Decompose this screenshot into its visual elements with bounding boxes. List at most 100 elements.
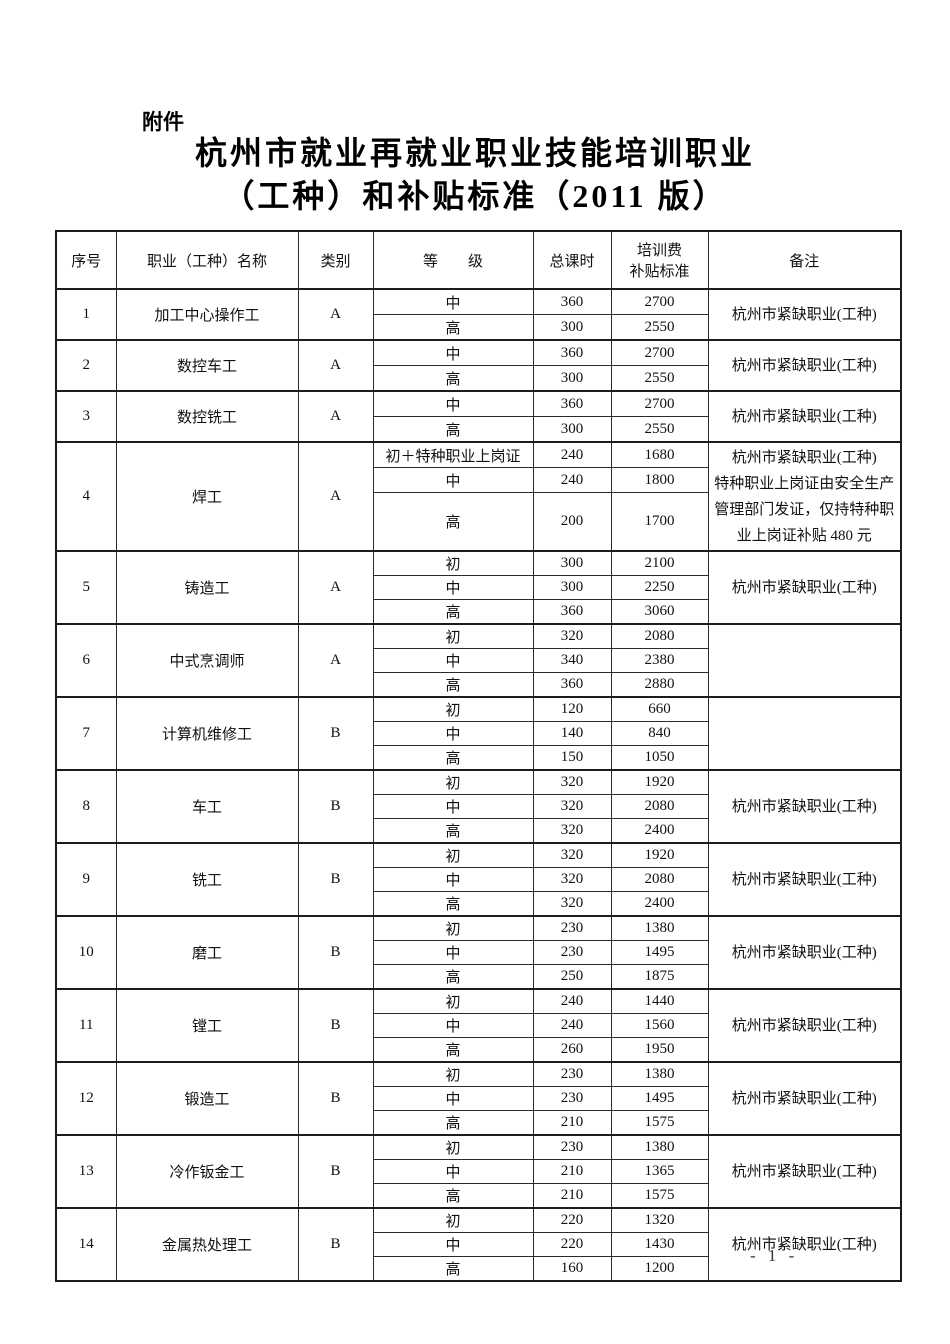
occupation-name: 铣工 (115, 842, 299, 917)
table-row: 7 计算机维修工 B 初 120 660 (55, 696, 902, 771)
category: B (297, 696, 374, 771)
level-name: 高 (372, 314, 534, 341)
total-hours: 220 (532, 1232, 612, 1257)
remark: 杭州市紧缺职业(工种) (707, 390, 902, 443)
table-row: 高 150 1050 (56, 745, 901, 771)
row-index: 3 (55, 390, 117, 443)
level-name: 初 (372, 769, 534, 795)
level-name: 高 (372, 964, 534, 990)
table-row: 1 加工中心操作工 A 中 360 2700 杭州市紧缺职业(工种) (55, 288, 902, 341)
level-name: 初 (372, 988, 534, 1014)
category: B (297, 915, 374, 990)
table-row: 高 250 1875 (56, 964, 901, 990)
subsidy-amount: 1320 (610, 1207, 709, 1233)
subsidy-amount: 2550 (610, 416, 709, 443)
subsidy-amount: 1875 (610, 964, 709, 990)
total-hours: 300 (532, 314, 612, 341)
occupation-name: 计算机维修工 (115, 696, 299, 771)
category: B (297, 1061, 374, 1136)
subsidy-amount: 2080 (610, 867, 709, 892)
occupation-name: 磨工 (115, 915, 299, 990)
remark: 杭州市紧缺职业(工种) (707, 550, 902, 625)
occupation-name: 镗工 (115, 988, 299, 1063)
subsidy-amount: 1050 (610, 745, 709, 771)
col-header-remark: 备注 (707, 230, 902, 290)
remark: 杭州市紧缺职业(工种) (707, 769, 902, 844)
row-index: 12 (55, 1061, 117, 1136)
category: A (297, 390, 374, 443)
subsidy-amount: 2100 (610, 550, 709, 576)
level-name: 中 (372, 1086, 534, 1111)
category: B (297, 988, 374, 1063)
remark: 杭州市紧缺职业(工种) (707, 339, 902, 392)
total-hours: 140 (532, 721, 612, 746)
subsidy-amount: 1575 (610, 1183, 709, 1209)
table-row: 中 300 2250 (56, 575, 901, 600)
subsidy-amount: 1920 (610, 842, 709, 868)
total-hours: 300 (532, 365, 612, 392)
subsidy-amount: 1575 (610, 1110, 709, 1136)
subsidy-amount: 1440 (610, 988, 709, 1014)
page-title-line2: （工种）和补贴标准（2011 版） (222, 178, 728, 214)
table-row: 中 140 840 (56, 721, 901, 746)
level-name: 中 (372, 867, 534, 892)
table-row: 高 300 2550 (56, 365, 901, 392)
col-header-index: 序号 (55, 230, 117, 290)
level-name: 中 (372, 1159, 534, 1184)
level-name: 初＋特种职业上岗证 (372, 441, 534, 468)
level-name: 高 (372, 672, 534, 698)
category: B (297, 1134, 374, 1209)
occupation-name: 金属热处理工 (115, 1207, 299, 1282)
table-row: 9 铣工 B 初 320 1920 杭州市紧缺职业(工种) (55, 842, 902, 917)
occupation-name: 中式烹调师 (115, 623, 299, 698)
subsidy-amount: 1380 (610, 1061, 709, 1087)
table-row: 11 镗工 B 初 240 1440 杭州市紧缺职业(工种) (55, 988, 902, 1063)
col-header-name: 职业（工种）名称 (115, 230, 299, 290)
total-hours: 250 (532, 964, 612, 990)
subsidy-amount: 1920 (610, 769, 709, 795)
subsidy-amount: 1680 (610, 441, 709, 468)
row-index: 11 (55, 988, 117, 1063)
level-name: 中 (372, 648, 534, 673)
level-name: 高 (372, 745, 534, 771)
total-hours: 230 (532, 1061, 612, 1087)
remark: 杭州市紧缺职业(工种) (707, 915, 902, 990)
subsidy-amount: 2080 (610, 623, 709, 649)
level-name: 高 (372, 818, 534, 844)
total-hours: 320 (532, 818, 612, 844)
table-row: 中 230 1495 (56, 1086, 901, 1111)
table-row: 中 210 1365 (56, 1159, 901, 1184)
row-index: 5 (55, 550, 117, 625)
table-header-row: 序号 职业（工种）名称 类别 等 级 总课时 培训费 补贴标准 备注 (55, 230, 902, 290)
subsidy-amount: 2880 (610, 672, 709, 698)
level-name: 初 (372, 696, 534, 722)
level-name: 中 (372, 467, 534, 493)
total-hours: 210 (532, 1159, 612, 1184)
remark: 杭州市紧缺职业(工种) (707, 842, 902, 917)
page-title: 杭州市就业再就业职业技能培训职业 （工种）和补贴标准（2011 版） (0, 132, 950, 218)
level-name: 中 (372, 390, 534, 417)
total-hours: 360 (532, 672, 612, 698)
subsidy-amount: 2380 (610, 648, 709, 673)
row-index: 10 (55, 915, 117, 990)
level-name: 高 (372, 1037, 534, 1063)
col-header-category: 类别 (297, 230, 374, 290)
subsidy-amount: 1200 (610, 1256, 709, 1282)
level-name: 中 (372, 940, 534, 965)
table-row: 中 220 1430 (56, 1232, 901, 1257)
remark: 杭州市紧缺职业(工种) (707, 288, 902, 341)
level-name: 高 (372, 599, 534, 625)
attachment-label: 附件 (142, 111, 184, 134)
table-row: 中 340 2380 (56, 648, 901, 673)
row-index: 1 (55, 288, 117, 341)
subsidy-standards-table: 序号 职业（工种）名称 类别 等 级 总课时 培训费 补贴标准 备注 1 加工中心… (55, 230, 902, 1282)
total-hours: 210 (532, 1110, 612, 1136)
occupation-name: 数控铣工 (115, 390, 299, 443)
subsidy-amount: 1495 (610, 1086, 709, 1111)
level-name: 高 (372, 492, 534, 552)
subsidy-amount: 2400 (610, 891, 709, 917)
total-hours: 240 (532, 467, 612, 493)
total-hours: 300 (532, 550, 612, 576)
total-hours: 320 (532, 891, 612, 917)
level-name: 高 (372, 891, 534, 917)
